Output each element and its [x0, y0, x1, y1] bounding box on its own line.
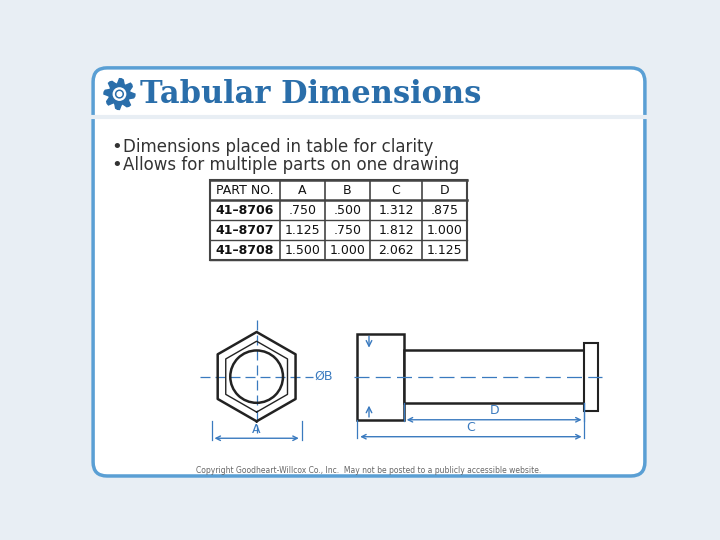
Text: .750: .750: [288, 204, 316, 217]
Text: 1.000: 1.000: [427, 224, 463, 237]
Text: •: •: [112, 156, 122, 174]
Text: 41–8706: 41–8706: [216, 204, 274, 217]
Text: Allows for multiple parts on one drawing: Allows for multiple parts on one drawing: [122, 156, 459, 174]
Text: ØB: ØB: [315, 370, 333, 383]
Text: C: C: [467, 421, 475, 434]
Circle shape: [117, 92, 122, 96]
Bar: [210, 180, 467, 260]
FancyBboxPatch shape: [93, 68, 645, 476]
Text: 1.812: 1.812: [378, 224, 414, 237]
Text: B: B: [343, 184, 351, 197]
Text: 1.312: 1.312: [379, 204, 414, 217]
Text: Tabular Dimensions: Tabular Dimensions: [140, 78, 481, 110]
Circle shape: [113, 88, 126, 100]
Text: 1.125: 1.125: [284, 224, 320, 237]
Bar: [404, 350, 585, 403]
Text: 41–8708: 41–8708: [216, 244, 274, 257]
Text: D: D: [440, 184, 450, 197]
Text: .750: .750: [333, 224, 361, 237]
Text: •: •: [112, 138, 122, 156]
Text: 1.500: 1.500: [284, 244, 320, 257]
Text: 1.000: 1.000: [329, 244, 365, 257]
Text: .500: .500: [333, 204, 361, 217]
Bar: [585, 343, 598, 410]
Text: 2.062: 2.062: [378, 244, 414, 257]
Polygon shape: [104, 79, 135, 110]
Text: A: A: [253, 423, 261, 436]
Text: 1.125: 1.125: [427, 244, 463, 257]
Circle shape: [116, 90, 123, 98]
Text: 41–8707: 41–8707: [216, 224, 274, 237]
Text: D: D: [490, 404, 499, 417]
Bar: [357, 334, 404, 420]
Text: Dimensions placed in table for clarity: Dimensions placed in table for clarity: [122, 138, 433, 156]
Text: C: C: [392, 184, 400, 197]
Text: PART NO.: PART NO.: [216, 184, 274, 197]
Text: .875: .875: [431, 204, 459, 217]
Text: A: A: [298, 184, 307, 197]
Text: Copyright Goodheart-Willcox Co., Inc.  May not be posted to a publicly accessibl: Copyright Goodheart-Willcox Co., Inc. Ma…: [197, 466, 541, 475]
